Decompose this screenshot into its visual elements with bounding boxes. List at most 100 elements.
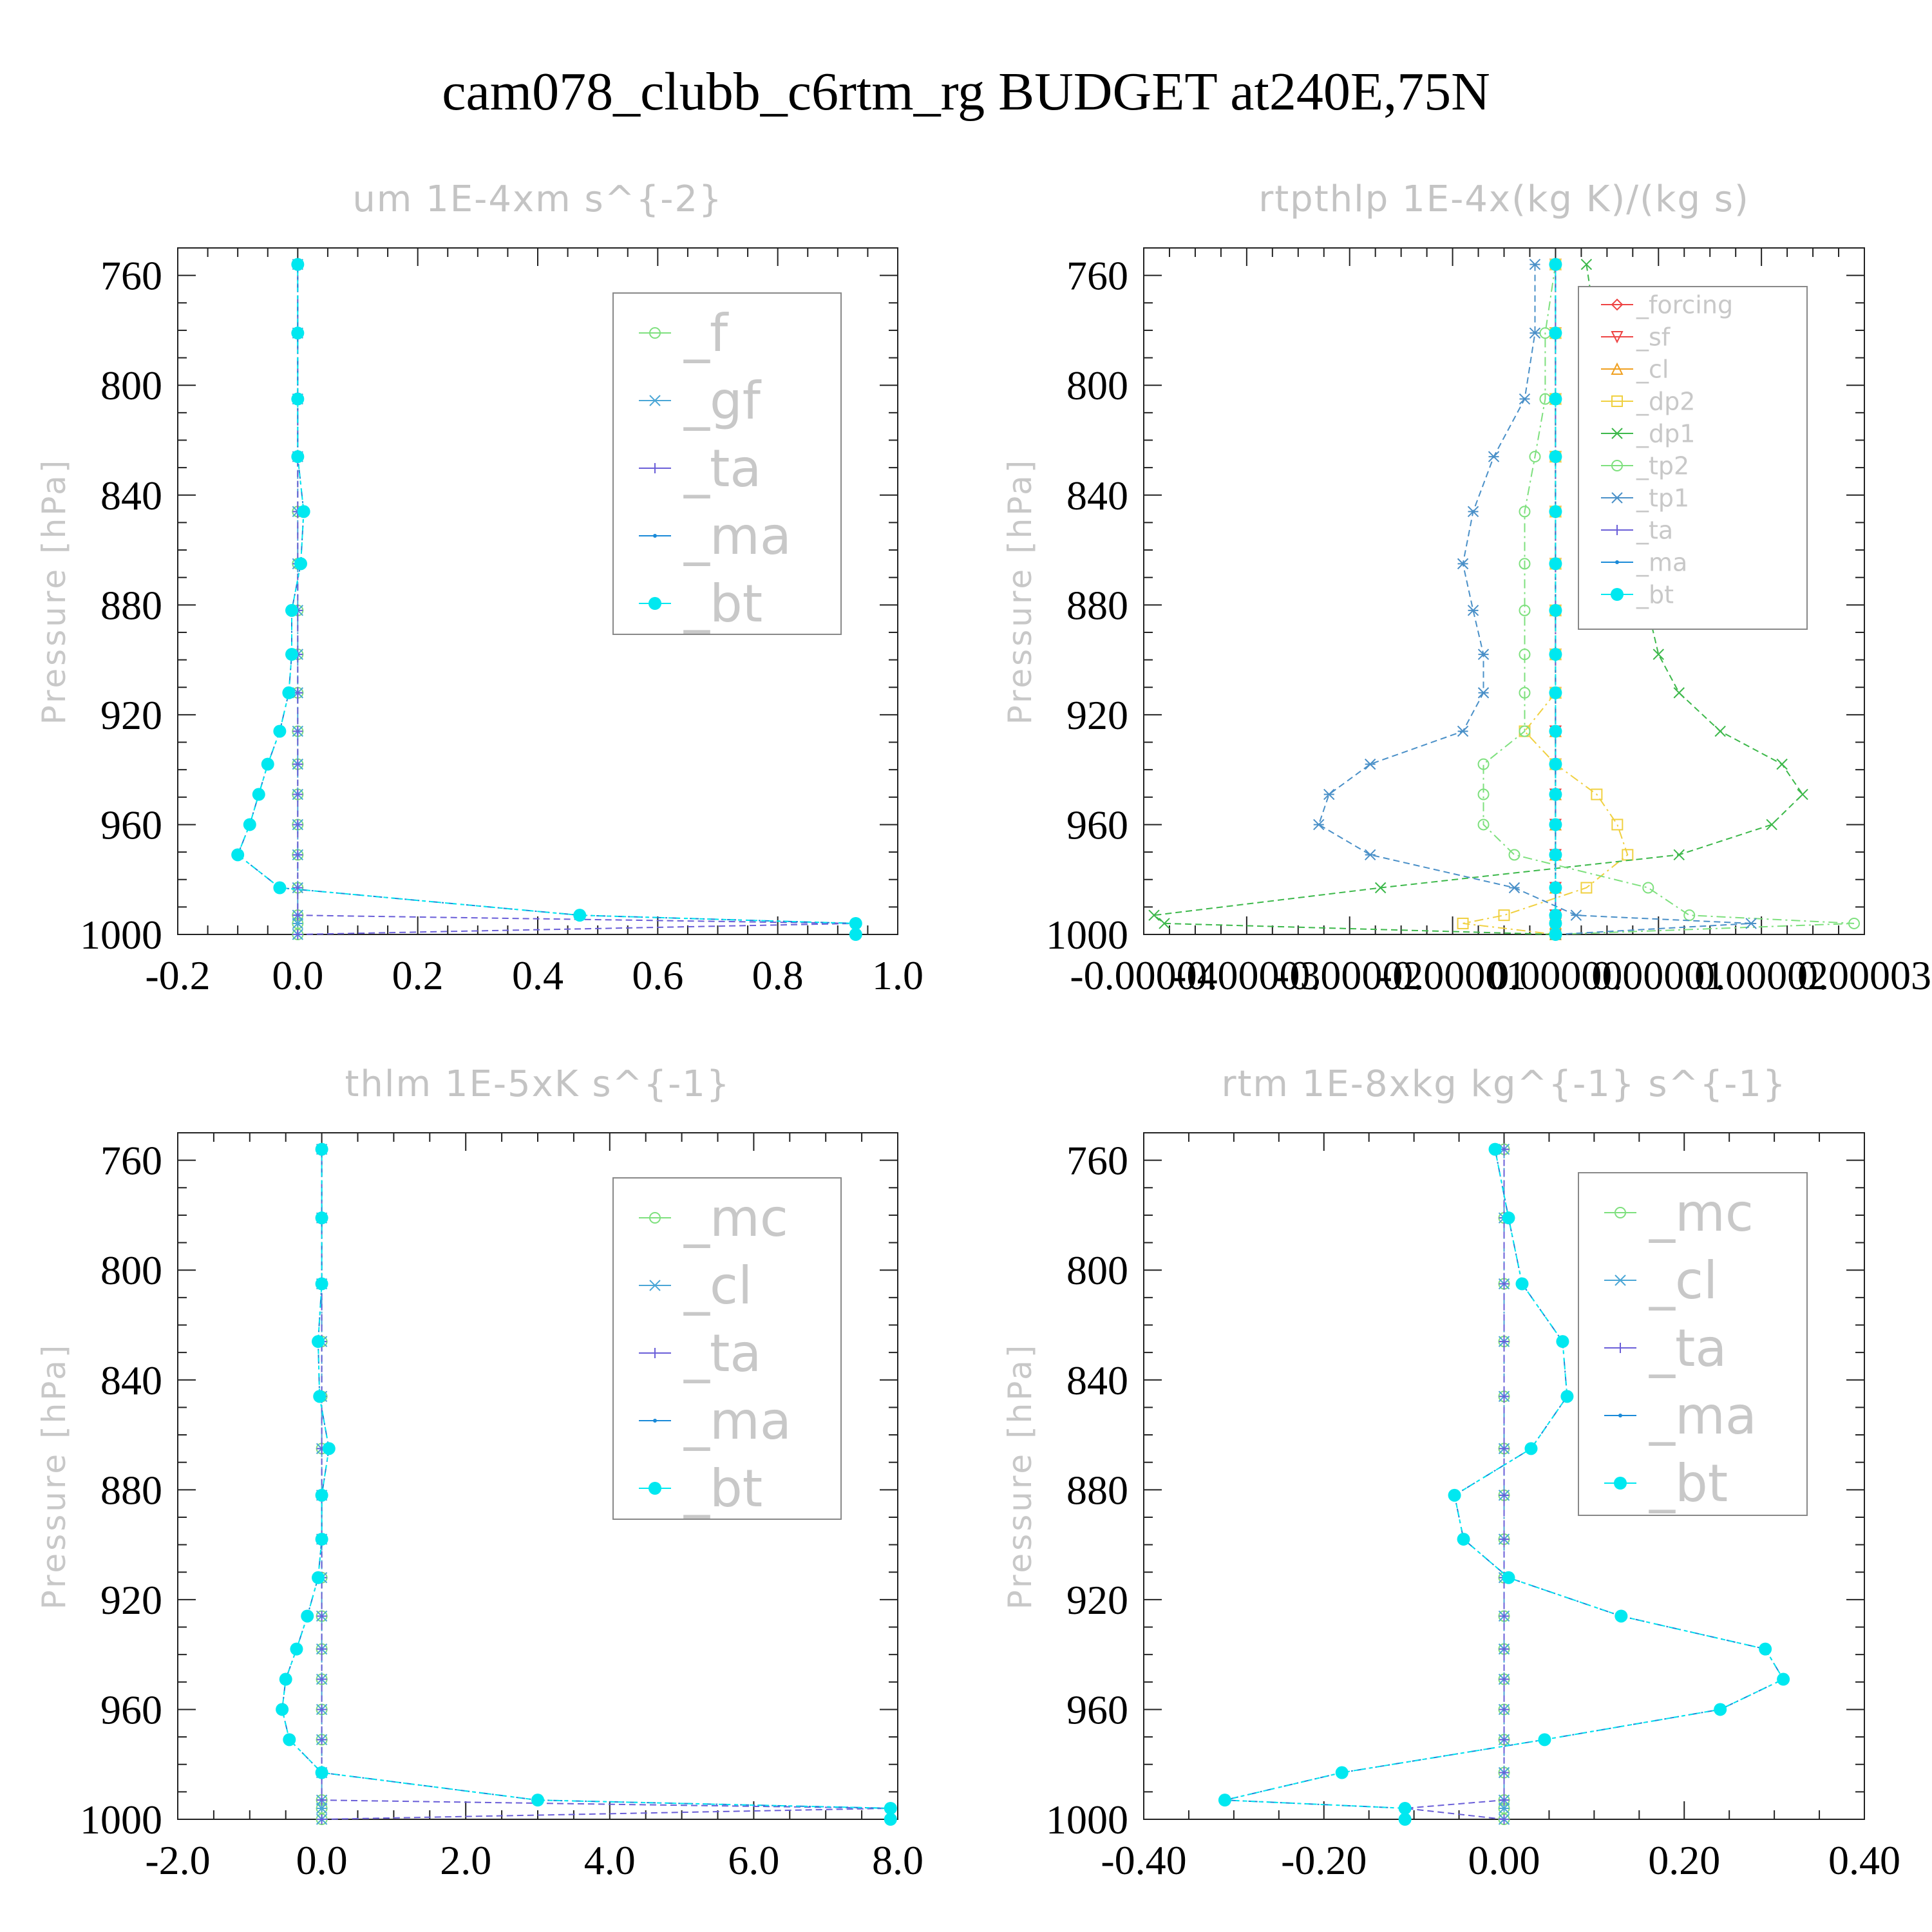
- legend-label: _cl: [683, 1256, 752, 1316]
- y-tick-label: 920: [1066, 692, 1128, 738]
- data-point: [1365, 759, 1376, 770]
- legend-label: _ta: [1649, 1318, 1727, 1378]
- x-tick-label: 1.0: [872, 952, 923, 998]
- y-tick-label: 840: [1066, 1358, 1128, 1403]
- y-tick-label: 760: [1066, 253, 1128, 299]
- data-point: [884, 1802, 897, 1815]
- data-point: [1746, 918, 1756, 929]
- x-tick-label: 2.0: [440, 1837, 491, 1883]
- data-point: [1549, 505, 1562, 518]
- x-tick-label: -0.2: [145, 952, 210, 998]
- chart-panel-1: um 1E-4xm s^{-2}Pressure [hPa]7608008408…: [35, 178, 923, 998]
- data-point: [1314, 819, 1324, 829]
- y-tick-label: 960: [100, 1687, 162, 1732]
- x-tick-label: 0.0: [296, 1837, 348, 1883]
- data-point: [1509, 849, 1519, 860]
- data-point: [1715, 726, 1725, 736]
- legend-label: _tp1: [1636, 484, 1689, 512]
- data-point: [1797, 790, 1808, 800]
- y-tick-label: 920: [1066, 1577, 1128, 1623]
- data-point: [252, 788, 265, 801]
- data-point: [1218, 1794, 1231, 1806]
- legend-marker: [649, 597, 661, 610]
- data-point: [301, 1609, 314, 1622]
- data-point: [1479, 688, 1489, 698]
- legend-label: _cl: [1649, 1251, 1718, 1311]
- data-point: [884, 1813, 897, 1826]
- data-point: [261, 758, 274, 771]
- data-point: [273, 724, 286, 737]
- data-point: [1714, 1703, 1727, 1716]
- data-point: [1653, 649, 1663, 659]
- data-point: [1549, 917, 1562, 930]
- data-point: [1549, 327, 1562, 339]
- legend-label: _mc: [683, 1188, 788, 1248]
- y-tick-label: 1000: [80, 912, 162, 958]
- data-point: [1549, 687, 1562, 699]
- data-point: [1502, 1571, 1515, 1584]
- x-tick-label: 8.0: [872, 1837, 923, 1883]
- data-point: [1759, 1643, 1772, 1656]
- legend-label: _ta: [1636, 516, 1673, 544]
- series-line: [1405, 1150, 1504, 1819]
- data-point: [1549, 557, 1562, 570]
- legend-label: _ta: [683, 1323, 761, 1383]
- data-point: [1549, 928, 1562, 941]
- data-point: [1549, 450, 1562, 463]
- legend-label: _sf: [1636, 323, 1671, 351]
- panel-title: thlm 1E-5xK s^{-1}: [345, 1063, 730, 1105]
- legend-label: _cl: [1636, 355, 1669, 383]
- data-point: [531, 1794, 544, 1806]
- y-tick-label: 960: [1066, 1687, 1128, 1732]
- data-point: [1777, 759, 1787, 770]
- data-point: [1549, 882, 1562, 895]
- series-ta: [1400, 1144, 1510, 1824]
- data-point: [1336, 1766, 1349, 1779]
- y-axis-title: Pressure [hPa]: [1001, 1343, 1039, 1610]
- x-tick-label: 0.6: [632, 952, 683, 998]
- y-tick-label: 800: [1066, 363, 1128, 408]
- panel-title: um 1E-4xm s^{-2}: [352, 178, 723, 220]
- data-point: [316, 1766, 328, 1779]
- y-axis-title: Pressure [hPa]: [35, 1343, 73, 1610]
- legend-marker: [1614, 1477, 1627, 1490]
- data-point: [1519, 394, 1530, 404]
- y-tick-label: 880: [1066, 582, 1128, 628]
- data-point: [1549, 393, 1562, 406]
- data-point: [1324, 790, 1334, 800]
- data-point: [291, 258, 304, 271]
- series-bt: [1549, 258, 1562, 941]
- data-point: [283, 1733, 296, 1746]
- x-tick-label: 0.00: [1468, 1837, 1540, 1883]
- legend-marker: [649, 1482, 661, 1495]
- y-axis-title: Pressure [hPa]: [35, 458, 73, 725]
- data-point: [1479, 649, 1489, 659]
- data-point: [290, 1643, 303, 1656]
- data-point: [279, 1673, 292, 1686]
- x-tick-label: -0.40: [1101, 1837, 1186, 1883]
- data-point: [323, 1442, 336, 1455]
- data-point: [316, 1143, 328, 1156]
- legend-label: _mc: [1649, 1183, 1754, 1243]
- data-point: [298, 505, 310, 518]
- data-point: [312, 1335, 325, 1348]
- data-point: [316, 1489, 328, 1502]
- data-point: [273, 882, 286, 895]
- x-tick-label: 6.0: [728, 1837, 779, 1883]
- legend: _f_gf_ta_ma_bt: [613, 293, 841, 634]
- y-tick-label: 960: [100, 802, 162, 848]
- y-axis-title: Pressure [hPa]: [1001, 458, 1039, 725]
- x-tick-label: 0.40: [1828, 1837, 1900, 1883]
- data-point: [1457, 1533, 1470, 1546]
- data-point: [276, 1703, 289, 1716]
- legend-label: _bt: [1636, 580, 1674, 609]
- legend-marker: [1618, 1414, 1622, 1417]
- x-tick-label: -0.20: [1281, 1837, 1367, 1883]
- legend-marker: [1611, 588, 1624, 601]
- data-point: [1571, 910, 1581, 920]
- y-tick-label: 920: [100, 692, 162, 738]
- data-point: [291, 450, 304, 463]
- data-point: [285, 604, 298, 617]
- data-point: [1612, 819, 1622, 829]
- y-tick-label: 800: [100, 1247, 162, 1293]
